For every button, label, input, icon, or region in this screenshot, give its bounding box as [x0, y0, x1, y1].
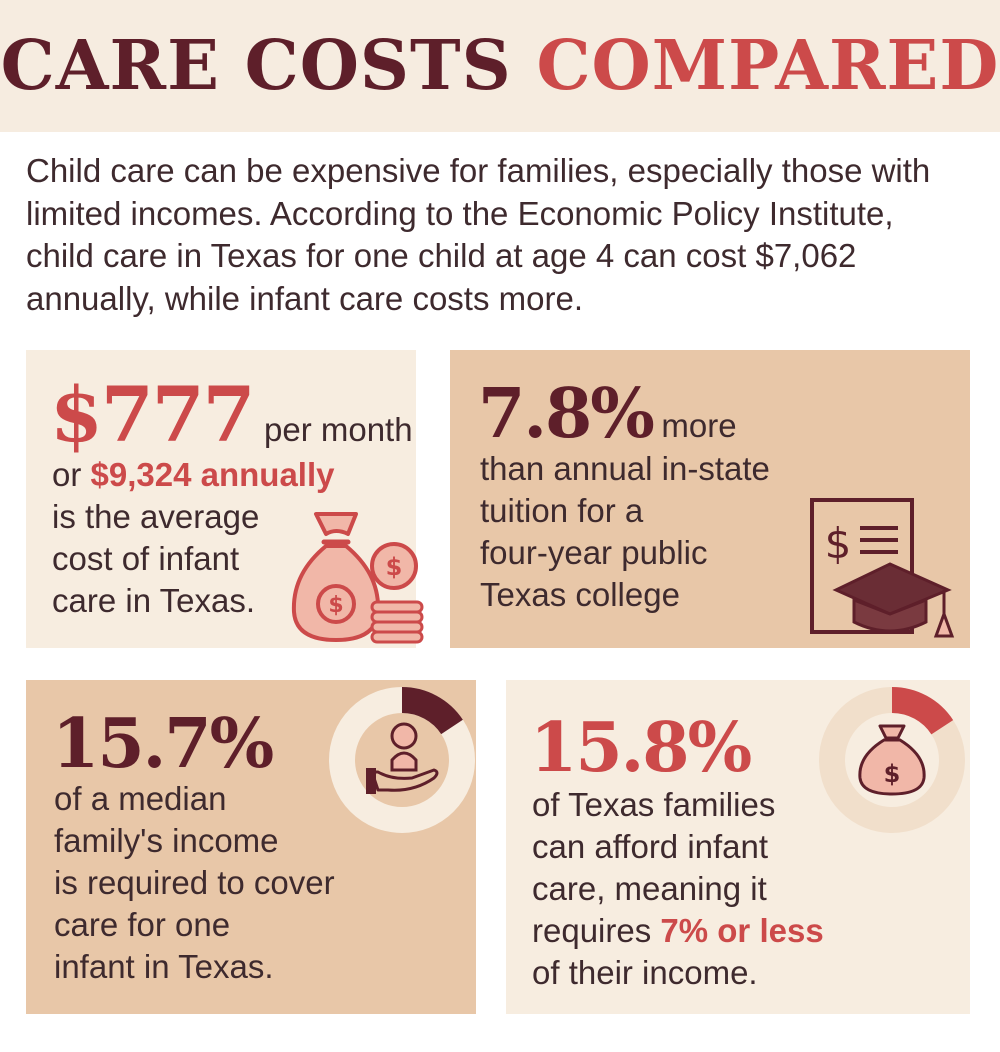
description-line: cost of infant	[52, 540, 240, 577]
description-line: of Texas families	[532, 786, 776, 823]
affordability-card: 15.8% of Texas families can afford infan…	[506, 680, 970, 1014]
income-share-card: 15.7% of a median family's income is req…	[26, 680, 476, 1014]
tuition-comparison-card: 7.8% more than annual in-state tuition f…	[450, 350, 970, 648]
description-line: of their income.	[532, 954, 758, 991]
monthly-cost-card: $777 per month or $9,324 annually is the…	[26, 350, 424, 648]
page-title: CARE COSTS COMPARED	[1, 26, 1000, 106]
description-line: can afford infant	[532, 828, 769, 865]
description-line: infant in Texas.	[54, 948, 274, 985]
income-share-donut	[329, 687, 475, 833]
income-share-donut-segment	[401, 687, 463, 735]
title-part-1: CARE COSTS	[0, 26, 512, 106]
title-part-2: COMPARED	[536, 26, 1000, 106]
per-month-label: per month	[263, 411, 413, 448]
tuition-description: than annual in-state tuition for a four-…	[480, 448, 770, 616]
affordability-donut-segment	[891, 687, 954, 735]
description-line: is required to cover	[54, 864, 335, 901]
monthly-cost-value: $777	[50, 370, 256, 459]
annual-cost-value: $9,324 annually	[90, 456, 335, 493]
requires-line: requires 7% or less	[532, 910, 824, 952]
affordability-value: 15.8%	[530, 708, 752, 788]
tuition-document-graduation-cap-icon: $	[810, 498, 955, 638]
svg-text:$: $	[386, 553, 403, 581]
annual-cost-line: or $9,324 annually	[52, 454, 335, 496]
requires-label: requires	[532, 912, 652, 949]
tuition-headline: 7.8% more	[478, 374, 737, 454]
tuition-percent-value: 7.8%	[478, 374, 655, 454]
money-bag-dollar: $	[884, 760, 901, 788]
description-line: is the average	[52, 498, 260, 535]
description-line: care, meaning it	[532, 870, 767, 907]
baby-in-hand-icon	[366, 722, 439, 794]
threshold-value: 7% or less	[660, 912, 824, 949]
description-line: care in Texas.	[52, 582, 255, 619]
description-line: care for one	[54, 906, 231, 943]
monthly-cost-headline: $777 per month	[50, 370, 413, 459]
income-share-description: of a median family's income is required …	[54, 778, 335, 988]
income-share-value: 15.7%	[52, 704, 274, 784]
affordability-donut: $	[819, 687, 965, 833]
description-line: four-year public	[480, 534, 708, 571]
money-bag-coins-icon: $ $	[291, 512, 424, 644]
monthly-cost-description: is the average cost of infant care in Te…	[52, 496, 259, 622]
description-line: of a median	[54, 780, 227, 817]
description-line: family's income	[54, 822, 279, 859]
description-line: tuition for a	[480, 492, 644, 529]
money-bag-icon: $	[858, 724, 926, 796]
description-line: Texas college	[480, 576, 680, 613]
or-label: or	[52, 456, 82, 493]
description-line: than annual in-state	[480, 450, 770, 487]
affordability-description: of Texas families can afford infant care…	[532, 784, 824, 994]
more-label: more	[661, 407, 737, 444]
tuition-icon-dollar: $	[825, 519, 852, 568]
svg-text:$: $	[328, 593, 343, 618]
header-banner: CARE COSTS COMPARED	[0, 0, 1000, 132]
intro-paragraph: Child care can be expensive for families…	[26, 152, 931, 317]
